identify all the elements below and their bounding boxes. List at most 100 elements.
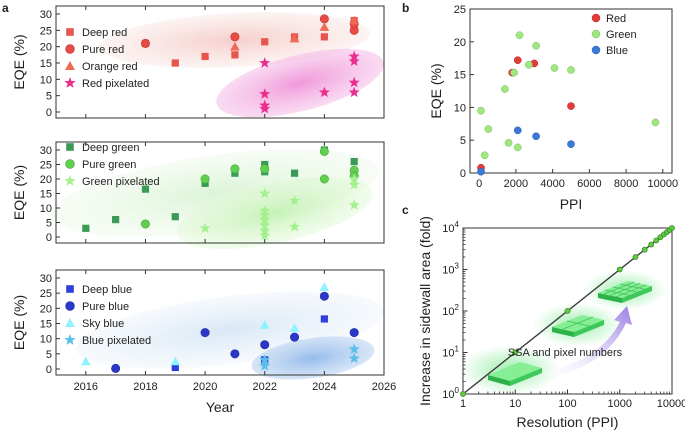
legend-label: Deep blue	[82, 284, 132, 296]
point-deep-blue	[171, 363, 179, 372]
data-point	[460, 391, 466, 397]
x-tick-label: 1	[460, 398, 466, 410]
y-tick-label: 0	[460, 168, 466, 180]
point-green	[510, 68, 518, 77]
point-green	[513, 143, 522, 152]
point-deep-green	[171, 213, 179, 221]
legend-marker-green	[591, 29, 601, 39]
x-axis-label: Resolution (PPI)	[517, 414, 619, 430]
point-pure-blue	[230, 349, 240, 359]
point-pure-green	[260, 164, 270, 174]
point-deep-green	[112, 216, 120, 224]
point-deep-red	[231, 51, 239, 59]
point-blue	[513, 126, 522, 135]
legend-marker-sky-blue	[65, 318, 75, 327]
data-point	[648, 241, 655, 248]
y-tick-label: 30	[40, 9, 52, 21]
x-tick-label: 2020	[193, 381, 217, 393]
y-tick-label: 0	[46, 107, 52, 119]
legend-label: Red pixelated	[82, 78, 149, 90]
y-tick-label: 10	[454, 102, 466, 114]
point-green-pixelated	[259, 219, 271, 231]
panel-letter-b: b	[402, 1, 409, 15]
tick-exponent: 2	[455, 303, 460, 312]
pixel-block-4	[552, 315, 604, 337]
legend-label: Pure green	[82, 159, 136, 171]
point-green	[532, 41, 540, 50]
y-tick-label: 15	[40, 319, 52, 331]
data-point	[616, 266, 623, 273]
x-tick-label: 2000	[504, 178, 528, 190]
data-point	[632, 254, 639, 260]
point-deep-green	[350, 158, 358, 166]
x-tick-label: 10000	[648, 178, 679, 190]
legend-label: Green pixelated	[82, 176, 160, 188]
point-green-pixelated	[348, 173, 360, 184]
panel-a-background	[51, 12, 384, 380]
x-tick-label: 1000	[608, 398, 632, 410]
point-pure-blue	[290, 332, 300, 342]
y-tick-label: 15	[454, 70, 466, 82]
point-orange-red	[349, 15, 359, 25]
tick-base: 10	[442, 389, 454, 401]
x-tick-label: 2024	[312, 381, 336, 393]
point-deep-green	[290, 169, 299, 177]
legend-marker-orange-red	[65, 61, 75, 70]
legend-label: Orange red	[82, 61, 138, 73]
y-tick-label: 30	[40, 145, 52, 157]
data-point	[653, 237, 660, 244]
point-sky-blue	[289, 323, 300, 332]
point-pure-red	[230, 32, 240, 42]
y-tick-label: 102	[442, 303, 459, 318]
point-red-pixelated	[259, 88, 271, 99]
point-blue-pixelated	[348, 343, 360, 354]
point-deep-green	[82, 224, 90, 232]
growth-arrow	[545, 306, 632, 378]
data-point	[512, 349, 519, 356]
point-red-pixelated	[348, 76, 360, 88]
pixel-block-1	[488, 362, 542, 386]
axes-frame	[55, 269, 385, 376]
point-green	[567, 66, 575, 74]
legend-label: Blue pixelated	[82, 335, 151, 347]
point-sky-blue	[259, 320, 270, 329]
tick-base: 10	[442, 306, 454, 318]
point-green	[504, 138, 513, 147]
y-tick-label: 25	[40, 288, 52, 300]
data-point	[564, 308, 571, 314]
y-tick-label: 20	[40, 174, 52, 186]
point-green	[515, 31, 524, 40]
y-tick-label: 0	[46, 232, 52, 244]
point-red	[567, 102, 575, 110]
axes-frame	[55, 141, 385, 244]
point-blue	[477, 167, 485, 176]
legend-marker-pure-red	[65, 44, 75, 54]
x-tick-label: 0	[476, 178, 482, 190]
data-point	[641, 246, 648, 253]
point-pure-red	[319, 14, 329, 24]
x-tick-label: 100	[558, 398, 576, 410]
legend-marker-deep-red	[66, 28, 74, 36]
x-tick-label: 2022	[252, 381, 276, 393]
y-tick-label: 104	[442, 220, 459, 235]
x-tick-label: 2016	[74, 381, 98, 393]
y-axis-label: EQE (%)	[11, 165, 27, 220]
point-pure-green	[230, 164, 240, 174]
point-green	[484, 125, 493, 133]
y-axis-label: Increase in sidewall area (fold)	[417, 216, 433, 406]
x-tick-label: 6000	[577, 178, 601, 190]
point-blue-pixelated	[259, 354, 271, 365]
tick-exponent: 3	[455, 262, 460, 271]
y-tick-label: 20	[40, 42, 52, 54]
x-axis-label: Year	[206, 399, 235, 415]
annotation-text: SSA and pixel numbers	[508, 347, 623, 359]
point-deep-blue	[320, 315, 328, 323]
point-pure-green	[319, 174, 329, 184]
subplot-a_red: 0 5 10 15 20 25 30 EQE (%) Deep red Pure red Orang…	[11, 5, 385, 119]
legend-label: Pure blue	[82, 301, 129, 313]
point-green	[477, 106, 485, 115]
point-green-pixelated	[289, 194, 301, 206]
point-sky-blue	[319, 282, 330, 291]
point-orange-red	[230, 41, 240, 51]
panel-c-illustration	[460, 270, 667, 395]
